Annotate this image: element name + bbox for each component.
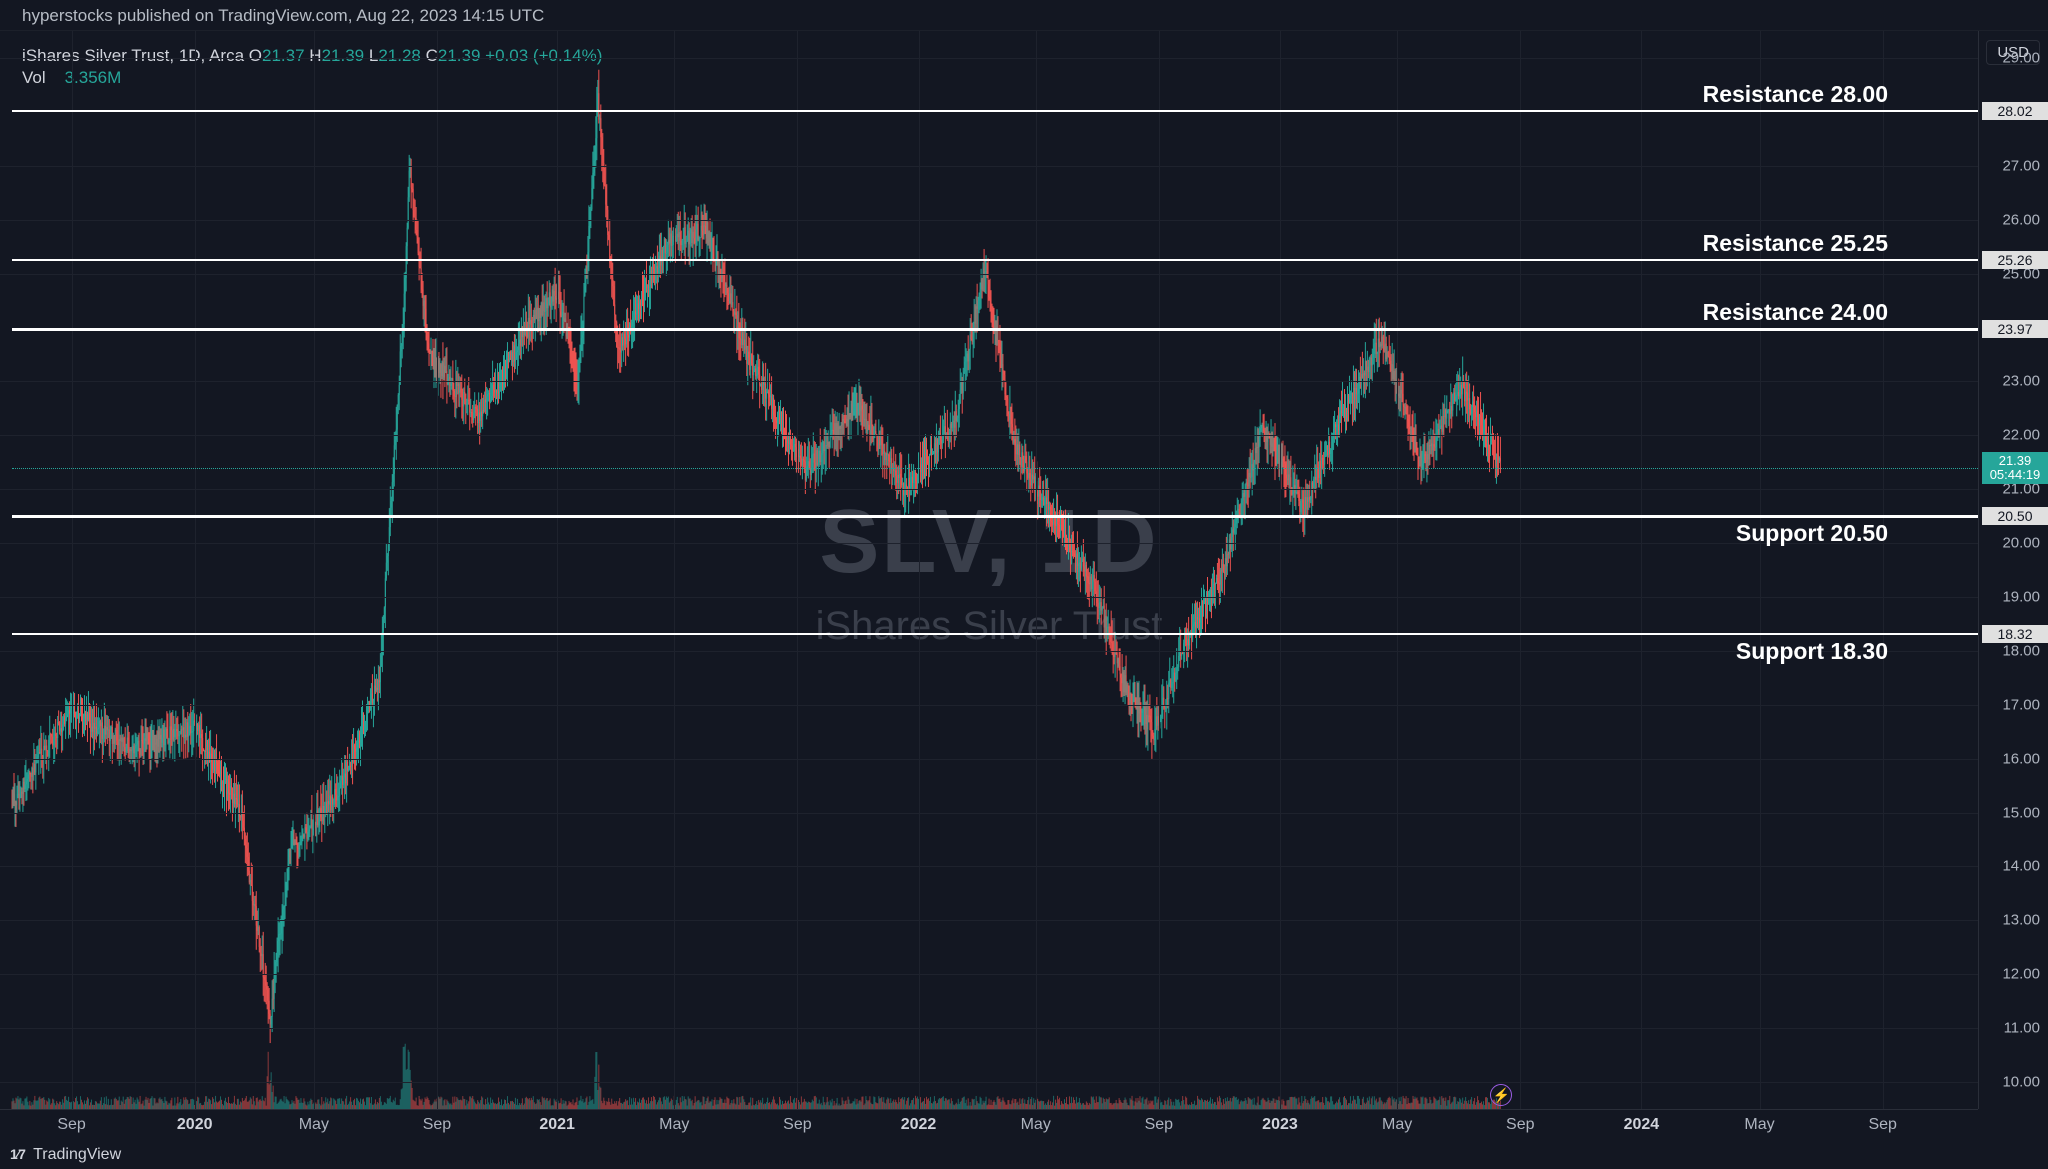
sr-axis-label: 23.97 (1982, 320, 2048, 338)
vgrid-line (1159, 31, 1160, 1109)
vgrid-line (1760, 31, 1761, 1109)
x-tick-label: 2022 (901, 1116, 937, 1134)
x-tick-label: Sep (1506, 1116, 1534, 1134)
y-tick-label: 27.00 (2002, 157, 2040, 174)
y-tick-label: 16.00 (2002, 750, 2040, 767)
x-tick-label: 2020 (177, 1116, 213, 1134)
price-axis[interactable]: 10.00 11.00 12.00 13.00 14.00 15.00 16.00 17.00… (1978, 31, 2048, 1109)
hgrid-line (0, 435, 1978, 436)
vgrid-line (1397, 31, 1398, 1109)
x-tick-label: Sep (1145, 1116, 1173, 1134)
y-tick-label: 13.00 (2002, 912, 2040, 929)
hgrid-line (0, 1028, 1978, 1029)
x-tick-label: May (659, 1116, 689, 1134)
x-tick-label: Sep (1868, 1116, 1896, 1134)
x-tick-label: 2023 (1262, 1116, 1298, 1134)
y-tick-label: 29.00 (2002, 49, 2040, 66)
sr-axis-label: 18.32 (1982, 625, 2048, 643)
hgrid-line (0, 543, 1978, 544)
x-tick-label: 2021 (539, 1116, 575, 1134)
vgrid-line (1280, 31, 1281, 1109)
vgrid-line (1520, 31, 1521, 1109)
current-price-line (12, 468, 1978, 469)
candlestick-canvas (0, 31, 1978, 1109)
sr-line[interactable] (12, 328, 1978, 331)
y-tick-label: 15.00 (2002, 804, 2040, 821)
y-tick-label: 17.00 (2002, 696, 2040, 713)
x-tick-label: Sep (783, 1116, 811, 1134)
vgrid-line (919, 31, 920, 1109)
vgrid-line (1036, 31, 1037, 1109)
sr-label: Resistance 28.00 (1703, 81, 1888, 108)
sr-line[interactable] (12, 259, 1978, 262)
hgrid-line (0, 166, 1978, 167)
hgrid-line (0, 866, 1978, 867)
vgrid-line (1641, 31, 1642, 1109)
vgrid-line (314, 31, 315, 1109)
y-tick-label: 26.00 (2002, 211, 2040, 228)
sr-line[interactable] (12, 633, 1978, 636)
vgrid-line (195, 31, 196, 1109)
y-tick-label: 14.00 (2002, 858, 2040, 875)
hgrid-line (0, 597, 1978, 598)
sr-label: Support 20.50 (1736, 520, 1888, 547)
vgrid-line (437, 31, 438, 1109)
hgrid-line (0, 489, 1978, 490)
sr-label: Support 18.30 (1736, 638, 1888, 665)
chart-plot[interactable]: SLV, 1D iShares Silver Trust Resistance … (0, 31, 1978, 1109)
current-price-axis-label: 21.3905:44:19 (1982, 452, 2048, 484)
sr-label: Resistance 24.00 (1703, 299, 1888, 326)
y-tick-label: 18.00 (2002, 642, 2040, 659)
x-tick-label: Sep (57, 1116, 85, 1134)
x-tick-label: May (1382, 1116, 1412, 1134)
vgrid-line (797, 31, 798, 1109)
sr-axis-label: 25.26 (1982, 251, 2048, 269)
sr-line[interactable] (12, 110, 1978, 113)
x-tick-label: May (299, 1116, 329, 1134)
sr-axis-label: 28.02 (1982, 102, 2048, 120)
sr-axis-label: 20.50 (1982, 507, 2048, 525)
x-tick-label: 2024 (1624, 1116, 1660, 1134)
x-tick-label: May (1021, 1116, 1051, 1134)
hgrid-line (0, 274, 1978, 275)
vgrid-line (1883, 31, 1884, 1109)
sr-label: Resistance 25.25 (1703, 230, 1888, 257)
vgrid-line (72, 31, 73, 1109)
tradingview-logo-icon: 1⁄7 (10, 1146, 25, 1162)
hgrid-line (0, 974, 1978, 975)
hgrid-line (0, 759, 1978, 760)
sr-line[interactable] (12, 515, 1978, 518)
hgrid-line (0, 813, 1978, 814)
hgrid-line (0, 1082, 1978, 1083)
time-axis[interactable]: Sep 2020 May Sep 2021 May Sep 2022 May Sep 2023 May… (0, 1109, 1978, 1139)
vgrid-line (674, 31, 675, 1109)
hgrid-line (0, 58, 1978, 59)
publish-info: hyperstocks published on TradingView.com… (0, 0, 2048, 31)
lightning-icon[interactable]: ⚡ (1490, 1084, 1512, 1106)
hgrid-line (0, 381, 1978, 382)
hgrid-line (0, 705, 1978, 706)
hgrid-line (0, 220, 1978, 221)
y-tick-label: 19.00 (2002, 588, 2040, 605)
y-tick-label: 20.00 (2002, 535, 2040, 552)
hgrid-line (0, 920, 1978, 921)
y-tick-label: 12.00 (2002, 966, 2040, 983)
footer-brand: 1⁄7 TradingView (0, 1139, 2048, 1169)
y-tick-label: 23.00 (2002, 373, 2040, 390)
hgrid-line (0, 651, 1978, 652)
tradingview-brand-text: TradingView (33, 1146, 121, 1163)
x-tick-label: May (1744, 1116, 1774, 1134)
vgrid-line (557, 31, 558, 1109)
y-tick-label: 10.00 (2002, 1074, 2040, 1091)
x-tick-label: Sep (423, 1116, 451, 1134)
y-tick-label: 22.00 (2002, 427, 2040, 444)
y-tick-label: 11.00 (2004, 1020, 2040, 1037)
